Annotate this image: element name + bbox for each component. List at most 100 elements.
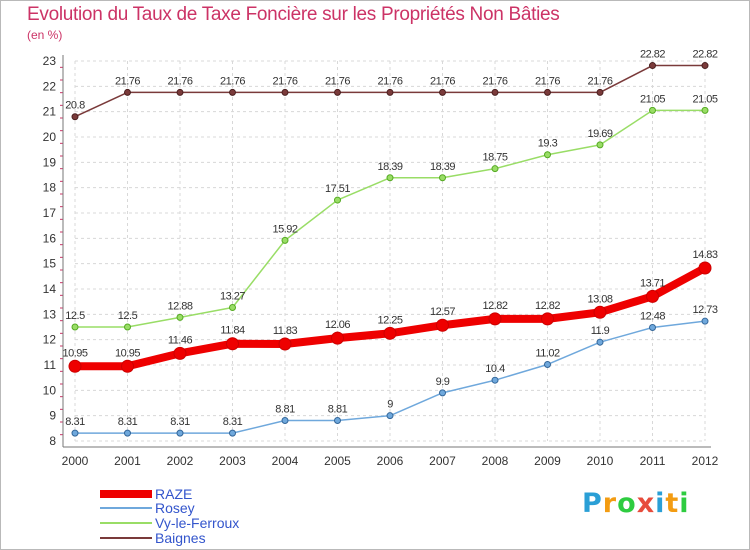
y-tick-label: 10 — [43, 383, 57, 397]
data-point-rosey — [701, 317, 709, 325]
data-point-baignes — [281, 88, 289, 96]
legend-item: Vy-le-Ferroux — [100, 515, 239, 531]
logo-letter: P — [582, 488, 603, 519]
x-tick-label: 2009 — [534, 454, 561, 468]
data-label-raze: 10.95 — [62, 347, 87, 359]
y-tick-label: 12 — [43, 333, 57, 347]
legend-item: Rosey — [100, 499, 195, 516]
y-tick-label: 20 — [43, 130, 57, 144]
data-label-baignes: 21.76 — [220, 75, 245, 87]
data-label-vy-le-ferroux: 21.05 — [692, 93, 717, 105]
data-label-vy-le-ferroux: 17.51 — [325, 183, 350, 195]
data-point-vy-le-ferroux — [176, 313, 184, 321]
proxiti-logo: Proxiti — [582, 488, 690, 519]
data-point-baignes — [439, 88, 446, 96]
data-point-raze — [68, 359, 82, 373]
logo-letter: t — [665, 488, 680, 519]
data-point-raze — [436, 318, 449, 332]
data-point-rosey — [124, 429, 131, 437]
y-tick-label: 9 — [49, 409, 56, 423]
data-point-vy-le-ferroux — [334, 196, 341, 204]
x-tick-label: 2006 — [377, 454, 404, 468]
data-point-vy-le-ferroux — [386, 174, 394, 182]
legend-swatch — [100, 489, 152, 498]
data-point-raze — [226, 337, 239, 351]
data-label-baignes: 21.76 — [535, 75, 560, 87]
y-tick-label: 11 — [44, 358, 57, 372]
data-label-rosey: 11.02 — [535, 347, 560, 359]
legend-label: RAZE — [155, 485, 193, 502]
data-label-vy-le-ferroux: 12.88 — [167, 300, 192, 312]
data-label-raze: 12.82 — [535, 300, 560, 312]
data-point-vy-le-ferroux — [124, 323, 131, 331]
data-point-vy-le-ferroux — [71, 323, 79, 331]
data-point-rosey — [439, 389, 446, 397]
data-label-raze: 12.57 — [430, 306, 455, 318]
data-label-rosey: 12.73 — [692, 304, 717, 316]
logo-letter: x — [636, 488, 656, 519]
data-point-vy-le-ferroux — [281, 236, 289, 244]
legend-item: RAZE — [100, 485, 193, 502]
data-point-raze — [698, 261, 712, 275]
data-point-rosey — [596, 338, 604, 346]
x-tick-label: 2004 — [272, 454, 299, 468]
data-label-vy-le-ferroux: 12.5 — [118, 310, 138, 322]
y-tick-label: 8 — [49, 434, 56, 448]
data-label-baignes: 21.76 — [377, 75, 402, 87]
data-point-vy-le-ferroux — [701, 106, 709, 114]
data-point-rosey — [491, 376, 499, 384]
data-label-rosey: 11.9 — [591, 325, 610, 337]
data-point-vy-le-ferroux — [491, 165, 499, 173]
data-label-rosey: 8.31 — [65, 416, 85, 428]
data-label-baignes: 21.76 — [430, 75, 455, 87]
axes: 8 9 10 11 12 13 14 15 16 17 18 19 20 21 22 23 2000 2001 20… — [43, 54, 719, 468]
data-label-baignes: 20.8 — [65, 100, 85, 112]
data-label-vy-le-ferroux: 13.27 — [220, 290, 245, 302]
data-label-raze: 12.25 — [377, 314, 402, 326]
data-label-vy-le-ferroux: 19.69 — [587, 128, 612, 140]
legend-label: Baignes — [155, 529, 206, 546]
chart-subtitle: (en %) — [27, 28, 63, 42]
data-label-raze: 11.83 — [273, 325, 298, 337]
data-label-rosey: 8.31 — [223, 416, 243, 428]
data-point-baignes — [124, 88, 131, 96]
data-label-raze: 13.71 — [640, 277, 665, 289]
legend-swatch — [100, 506, 152, 509]
data-point-rosey — [544, 360, 551, 368]
x-tick-label: 2008 — [482, 454, 509, 468]
x-tick-label: 2002 — [167, 454, 194, 468]
data-label-raze: 12.06 — [325, 319, 350, 331]
x-tick-label: 2010 — [587, 454, 614, 468]
data-label-vy-le-ferroux: 15.92 — [272, 223, 297, 235]
data-label-vy-le-ferroux: 21.05 — [640, 93, 665, 105]
y-tick-label: 21 — [43, 105, 57, 119]
data-label-vy-le-ferroux: 12.5 — [65, 310, 85, 322]
legend-item: Baignes — [100, 529, 206, 546]
logo-letter: o — [617, 488, 637, 519]
logo-letter: r — [602, 488, 618, 519]
data-label-raze: 14.83 — [692, 249, 717, 261]
data-label-rosey: 8.31 — [170, 416, 190, 428]
data-point-rosey — [386, 412, 394, 420]
data-label-baignes: 21.76 — [272, 75, 297, 87]
x-tick-label: 2011 — [640, 454, 666, 468]
data-label-baignes: 21.76 — [167, 75, 192, 87]
x-tick-label: 2007 — [429, 454, 456, 468]
series-group — [68, 62, 712, 437]
y-tick-label: 16 — [43, 231, 57, 245]
data-point-baignes — [596, 88, 604, 96]
data-point-rosey — [649, 324, 656, 332]
y-tick-label: 23 — [43, 54, 57, 68]
legend-label: Rosey — [155, 499, 195, 516]
data-label-baignes: 21.76 — [482, 75, 507, 87]
data-point-rosey — [229, 429, 236, 437]
data-point-raze — [488, 312, 502, 326]
data-point-baignes — [491, 88, 499, 96]
logo-letter: i — [679, 488, 690, 519]
data-label-baignes: 22.82 — [640, 49, 665, 61]
data-label-baignes: 21.76 — [115, 75, 140, 87]
data-label-rosey: 9.9 — [436, 376, 450, 388]
data-point-baignes — [229, 88, 236, 96]
y-tick-label: 14 — [43, 282, 57, 296]
legend-swatch — [100, 536, 152, 539]
